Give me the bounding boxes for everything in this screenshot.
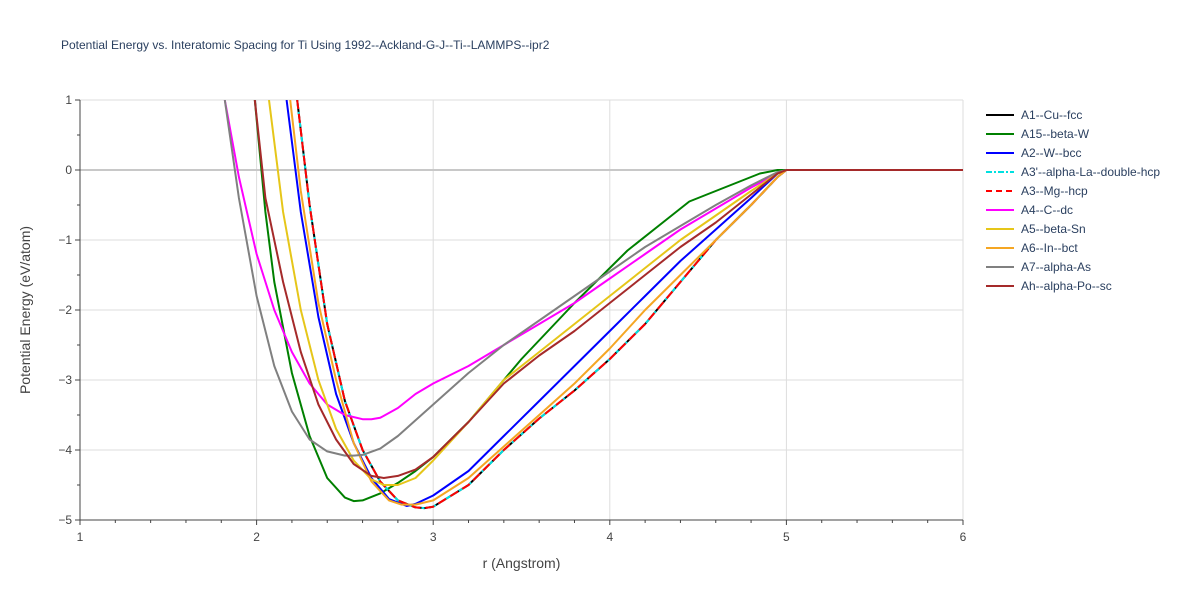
y-axis-title: Potential Energy (eV/atom) — [17, 226, 33, 394]
x-tick-label: 2 — [253, 530, 260, 544]
chart-title: Potential Energy vs. Interatomic Spacing… — [61, 38, 550, 52]
y-tick-label: −1 — [58, 233, 72, 247]
y-tick-label: 0 — [65, 163, 72, 177]
legend-item[interactable]: A5--beta-Sn — [985, 219, 1160, 238]
y-tick-label: −4 — [58, 443, 72, 457]
legend: A1--Cu--fcc A15--beta-W A2--W--bcc A3'--alp… — [985, 105, 1160, 295]
legend-item[interactable]: A3--Mg--hcp — [985, 181, 1160, 200]
legend-label: A5--beta-Sn — [1021, 221, 1086, 236]
y-tick-label: −5 — [58, 513, 72, 527]
series-line — [223, 100, 963, 421]
series-line — [223, 100, 963, 457]
series-line — [289, 100, 963, 506]
legend-item[interactable]: A4--C--dc — [985, 200, 1160, 219]
legend-swatch — [986, 265, 1014, 268]
y-tick-label: 1 — [65, 93, 72, 107]
x-tick-label: 6 — [960, 530, 967, 544]
series-line — [268, 100, 963, 486]
legend-swatch — [986, 227, 1014, 230]
series-line — [253, 100, 963, 503]
series-group — [223, 100, 963, 510]
legend-swatch — [986, 132, 1014, 135]
legend-item[interactable]: A7--alpha-As — [985, 257, 1160, 276]
legend-label: A3'--alpha-La--double-hcp — [1021, 164, 1161, 179]
legend-label: A2--W--bcc — [1021, 145, 1082, 160]
series-line — [296, 100, 963, 510]
x-tick-label: 1 — [77, 530, 84, 544]
legend-item[interactable]: A3'--alpha-La--double-hcp — [985, 162, 1160, 181]
legend-item[interactable]: A15--beta-W — [985, 124, 1160, 143]
x-tick-label: 4 — [606, 530, 613, 544]
x-tick-label: 5 — [783, 530, 790, 544]
series-line — [285, 100, 963, 507]
legend-swatch — [986, 208, 1014, 211]
legend-swatch — [986, 151, 1014, 154]
y-tick-label: −3 — [58, 373, 72, 387]
legend-label: A1--Cu--fcc — [1021, 107, 1083, 122]
legend-item[interactable]: A6--In--bct — [985, 238, 1160, 257]
legend-swatch — [986, 113, 1014, 116]
series-line — [296, 100, 963, 510]
legend-swatch — [986, 189, 1014, 192]
legend-label: A6--In--bct — [1021, 240, 1078, 255]
legend-swatch — [986, 170, 1014, 173]
series-line — [296, 100, 963, 510]
legend-item[interactable]: Ah--alpha-Po--sc — [985, 276, 1160, 295]
legend-label: A7--alpha-As — [1021, 259, 1092, 274]
legend-swatch — [986, 284, 1014, 287]
x-tick-label: 3 — [430, 530, 437, 544]
y-tick-label: −2 — [58, 303, 72, 317]
legend-label: A15--beta-W — [1021, 126, 1090, 141]
series-line — [253, 100, 963, 479]
legend-item[interactable]: A1--Cu--fcc — [985, 105, 1160, 124]
legend-item[interactable]: A2--W--bcc — [985, 143, 1160, 162]
x-axis-title: r (Angstrom) — [483, 555, 561, 571]
legend-label: A4--C--dc — [1021, 202, 1074, 217]
legend-label: A3--Mg--hcp — [1021, 183, 1088, 198]
legend-swatch — [986, 246, 1014, 249]
legend-label: Ah--alpha-Po--sc — [1021, 278, 1112, 293]
